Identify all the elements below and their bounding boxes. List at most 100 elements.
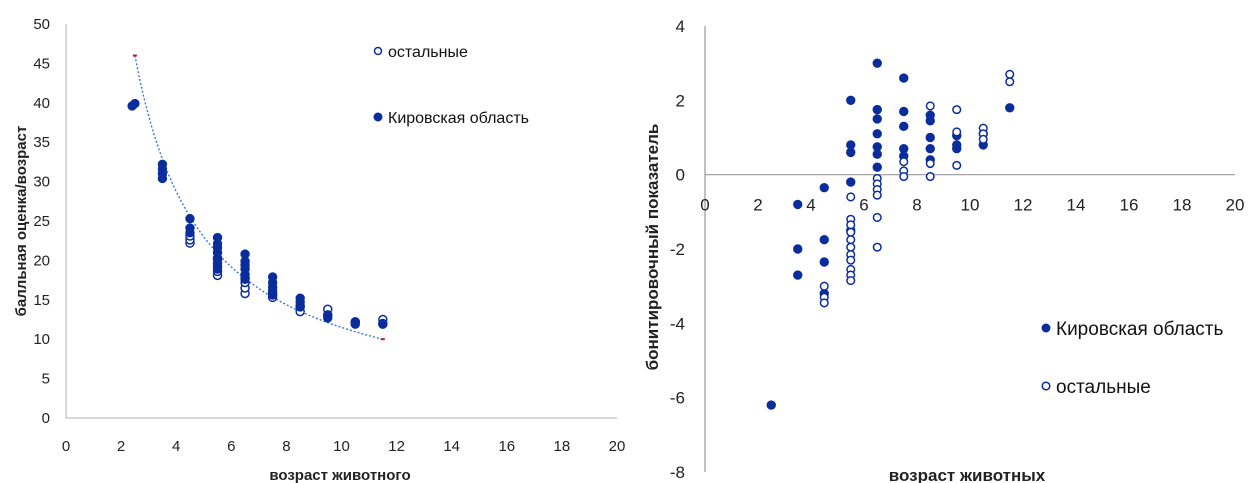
other-data-point: [925, 171, 935, 182]
x-tick-label: 10: [333, 438, 350, 455]
other-data-point: [846, 192, 856, 202]
y-tick-label: 45: [33, 55, 50, 72]
kirov-data-point: [793, 270, 803, 280]
kirov-data-point: [240, 249, 250, 259]
y-tick-label: 0: [676, 166, 685, 185]
other-data-point: [846, 235, 856, 245]
kirov-data-point: [323, 310, 333, 320]
kirov-data-point: [819, 257, 829, 267]
other-data-point: [819, 298, 829, 308]
x-axis-title: возраст животных: [889, 466, 1046, 483]
x-tick-label: 18: [554, 438, 571, 455]
other-data-point: [872, 212, 882, 222]
other-data-point: [846, 242, 856, 252]
legend-label-other: остальные: [388, 44, 468, 61]
kirov-data-point: [952, 143, 962, 154]
kirov-data-point: [899, 106, 909, 117]
kirov-data-point: [295, 293, 305, 303]
x-tick-label: 12: [388, 438, 405, 455]
other-data-point: [899, 157, 909, 167]
y-tick-label: 40: [33, 95, 50, 112]
other-data-point: [819, 281, 829, 291]
x-tick-label: 16: [498, 438, 515, 455]
y-axis-title: бонитировочный показатель: [643, 124, 662, 371]
other-data-point: [925, 158, 935, 169]
y-tick-label: 15: [33, 292, 50, 309]
kirov-data-point: [212, 232, 223, 243]
legend-marker-kirov: [1041, 323, 1051, 333]
kirov-data-point: [846, 95, 856, 106]
kirov-data-point: [846, 177, 856, 187]
x-tick-label: 0: [62, 438, 70, 455]
y-tick-label: -4: [670, 314, 685, 333]
x-tick-label: 4: [806, 196, 815, 215]
x-tick-label: 10: [961, 196, 980, 215]
kirov-data-point: [872, 58, 882, 68]
y-tick-label: 35: [33, 134, 50, 151]
kirov-data-point: [819, 235, 829, 245]
y-tick-label: 2: [676, 91, 685, 110]
x-tick-label: 2: [753, 196, 762, 215]
x-tick-label: 18: [1173, 196, 1192, 215]
y-tick-label: 25: [33, 213, 50, 230]
legend-label-kirov: Кировская область: [1056, 319, 1224, 340]
other-data-point: [952, 105, 962, 115]
y-tick-label: -2: [670, 240, 685, 259]
trend-line: [134, 55, 383, 340]
x-tick-label: 0: [700, 196, 709, 215]
other-data-point: [872, 190, 882, 200]
kirov-data-point: [925, 143, 935, 154]
y-tick-label: 10: [33, 331, 50, 348]
y-tick-label: 4: [676, 17, 685, 36]
other-data-point: [846, 220, 856, 230]
y-tick-label: 30: [33, 174, 50, 191]
y-tick-label: -8: [670, 463, 685, 482]
other-data-point: [1005, 69, 1015, 79]
x-tick-label: 8: [282, 438, 290, 455]
other-data-point: [846, 276, 856, 286]
y-tick-label: 20: [33, 252, 50, 269]
kirov-data-point: [185, 213, 195, 224]
kirov-data-point: [872, 114, 882, 124]
kirov-data-point: [899, 121, 909, 132]
kirov-data-point: [872, 162, 882, 172]
other-data-point: [899, 171, 909, 182]
other-data-point: [846, 227, 856, 237]
kirov-data-point: [819, 182, 829, 193]
kirov-data-point: [378, 319, 388, 329]
other-data-point: [952, 127, 962, 137]
kirov-data-point: [872, 149, 882, 159]
y-tick-label: 0: [42, 410, 50, 427]
other-data-point: [925, 101, 935, 111]
trend-endpoint: [132, 54, 137, 57]
trend-endpoint: [380, 338, 385, 341]
y-tick-label: 5: [42, 371, 50, 388]
y-tick-label: 50: [33, 16, 50, 33]
kirov-data-point: [267, 272, 278, 282]
right-chart-svg: -8 -6 -4 -2 0 2 4 0 2 4 6 8 10 12 14 16 18 20 возраст живо…: [643, 17, 1245, 483]
kirov-data-point: [925, 116, 935, 126]
y-tick-label: -6: [670, 389, 685, 408]
x-axis-title: возраст животного: [269, 467, 410, 483]
kirov-data-point: [793, 199, 803, 210]
x-tick-label: 2: [117, 438, 125, 455]
kirov-data-point: [872, 104, 882, 115]
x-tick-label: 20: [1226, 196, 1245, 215]
kirov-data-point: [846, 147, 856, 158]
right-scatter-chart: -8 -6 -4 -2 0 2 4 0 2 4 6 8 10 12 14 16 18 20 возраст живо…: [630, 0, 1249, 483]
legend-marker-kirov: [373, 112, 383, 122]
left-chart-svg: 0 5 10 15 20 25 30 35 40 45 50 0 2 4 6 8 10 12 14 16 18 20 воз…: [13, 16, 625, 483]
x-tick-label: 4: [172, 438, 180, 455]
kirov-data-point: [925, 132, 935, 143]
other-data-point: [872, 242, 882, 252]
kirov-data-point: [899, 73, 909, 83]
other-data-point: [952, 160, 962, 170]
x-tick-label: 14: [443, 438, 460, 455]
kirov-data-point: [793, 244, 803, 254]
legend-label-other: остальные: [1056, 377, 1151, 398]
legend-marker-other: [1041, 381, 1051, 391]
kirov-data-point: [872, 129, 882, 139]
other-data-point: [846, 255, 856, 265]
x-tick-label: 16: [1120, 196, 1139, 215]
kirov-data-point: [130, 98, 140, 109]
